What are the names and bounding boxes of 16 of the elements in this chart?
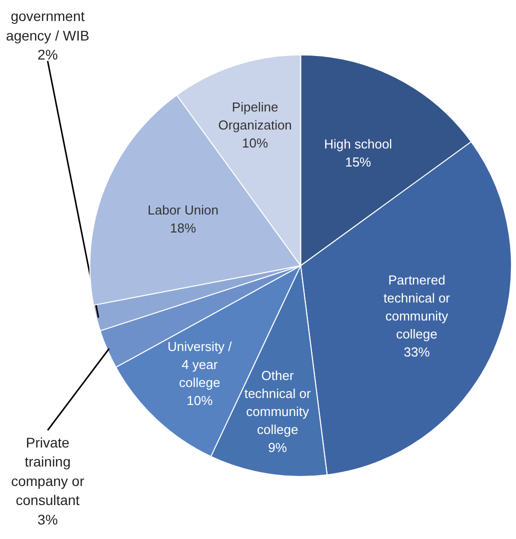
slice-label: High school (324, 136, 392, 152)
data-label: 2% (38, 46, 58, 63)
data-label: 18% (170, 220, 196, 236)
slice-label: Private training company or consultant (11, 434, 85, 508)
slice-label: Labor Union (148, 202, 218, 218)
slice-label: government agency / WIB (6, 8, 90, 44)
data-label: 33% (404, 344, 430, 360)
slice-label: Other technical or community college (244, 368, 312, 438)
data-label: 3% (38, 511, 58, 528)
slice-label: Pipeline Organization (218, 100, 292, 133)
data-label: 10% (242, 136, 269, 151)
slice-label: University / 4 year college (167, 338, 232, 390)
data-label: 9% (268, 440, 288, 456)
data-label: 15% (345, 154, 372, 170)
data-label: 10% (186, 392, 214, 408)
slice-label: Partnered technical or community college (384, 272, 451, 342)
